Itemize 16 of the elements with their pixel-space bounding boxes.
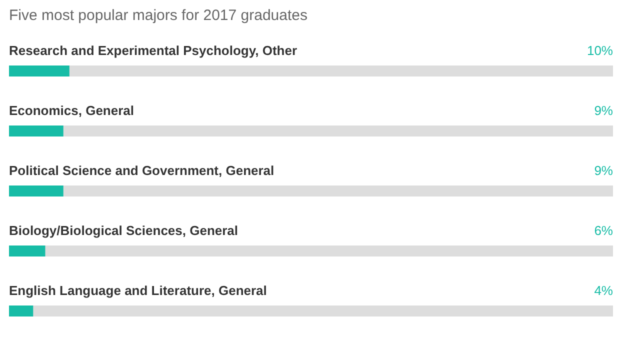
data-label: 10% xyxy=(586,43,614,58)
bar xyxy=(9,186,64,196)
y-tick-label: English Language and Literature, General xyxy=(9,283,267,298)
y-tick-label: Political Science and Government, General xyxy=(9,163,274,178)
bar xyxy=(9,246,46,256)
y-tick-label: Biology/Biological Sciences, General xyxy=(9,223,238,238)
data-label: 4% xyxy=(594,283,614,298)
data-label: 9% xyxy=(594,163,614,178)
bar xyxy=(9,66,70,76)
bar xyxy=(9,126,64,136)
data-label: 9% xyxy=(594,103,614,118)
bar xyxy=(9,306,34,316)
y-tick-label: Economics, General xyxy=(9,103,134,118)
data-label: 6% xyxy=(594,223,614,238)
chart-title: Five most popular majors for 2017 graduates xyxy=(9,7,308,24)
y-tick-label: Research and Experimental Psychology, Other xyxy=(9,43,298,58)
